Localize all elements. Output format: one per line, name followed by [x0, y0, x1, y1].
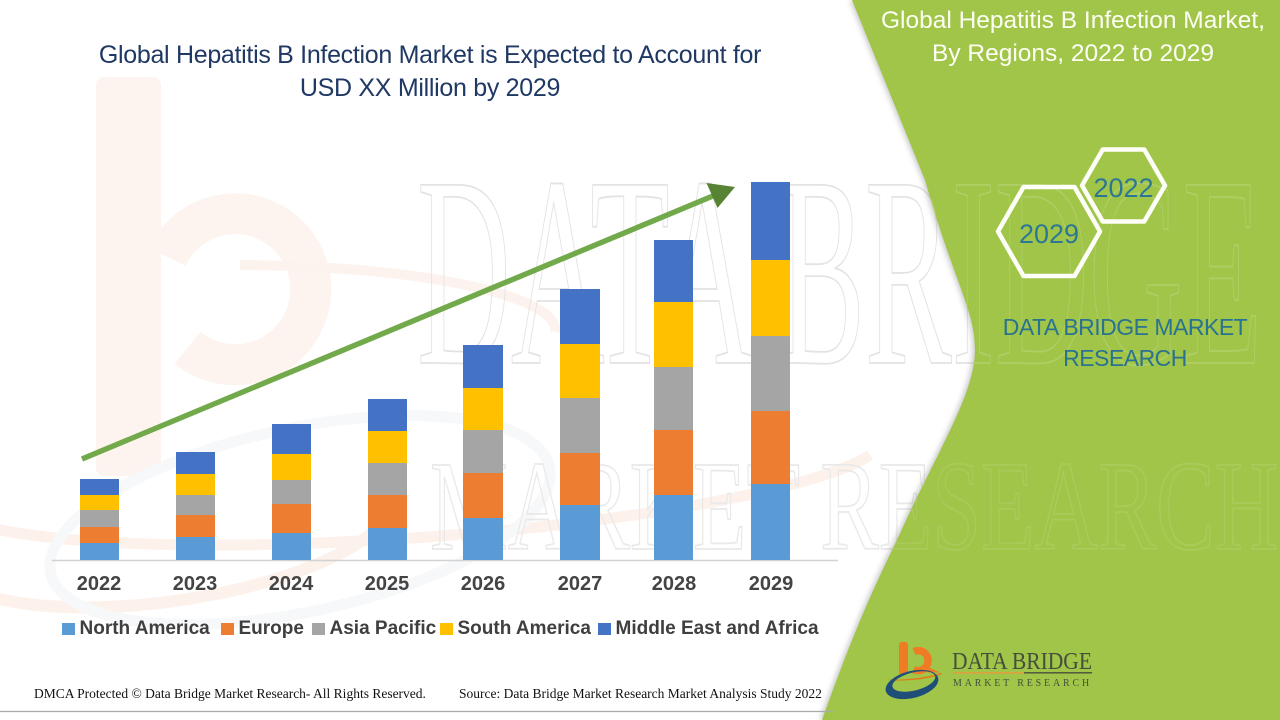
svg-text:DATA BRIDGE: DATA BRIDGE — [952, 649, 1092, 675]
svg-text:MARKET RESEARCH: MARKET RESEARCH — [953, 678, 1092, 689]
